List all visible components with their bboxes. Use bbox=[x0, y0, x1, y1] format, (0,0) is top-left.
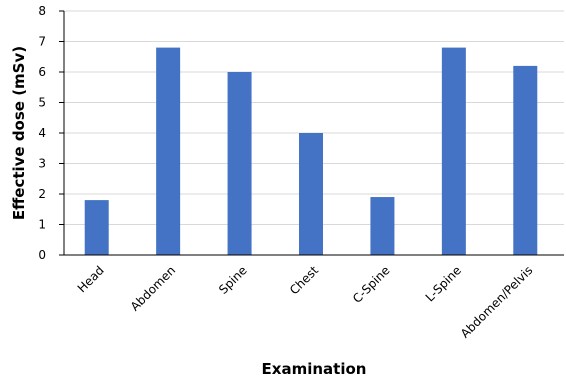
bars bbox=[84, 47, 538, 256]
y-tick-label: 7 bbox=[38, 35, 46, 49]
bar bbox=[513, 65, 538, 256]
x-tick-label: Head bbox=[75, 263, 107, 295]
bar bbox=[441, 47, 466, 255]
bar bbox=[156, 47, 181, 255]
bar bbox=[227, 72, 252, 255]
axes bbox=[59, 10, 564, 256]
y-tick-label: 4 bbox=[38, 126, 46, 140]
x-tick-label: L-Spine bbox=[423, 263, 464, 304]
x-tick-label: Abdomen bbox=[128, 263, 179, 314]
y-tick-label: 1 bbox=[38, 218, 46, 232]
y-tick-label: 2 bbox=[38, 187, 46, 201]
bar bbox=[370, 197, 395, 255]
y-tick-label: 8 bbox=[38, 4, 46, 18]
y-tick-labels: 0 1 2 3 4 5 6 7 8 bbox=[38, 4, 46, 262]
x-tick-label: Chest bbox=[287, 263, 321, 297]
x-tick-label: Abdomen/Pelvis bbox=[458, 263, 536, 341]
x-tick-labels: Head Abdomen Spine Chest C-Spine L-SpineAbdom… bbox=[75, 263, 536, 341]
bar bbox=[299, 133, 323, 255]
bar bbox=[84, 200, 109, 255]
y-tick-label: 0 bbox=[38, 248, 46, 262]
y-tick-label: 5 bbox=[38, 96, 46, 110]
x-axis-title: Examination bbox=[262, 360, 367, 378]
x-tick-label: Spine bbox=[216, 263, 250, 297]
y-tick-label: 3 bbox=[38, 157, 46, 171]
x-tick-label: C-Spine bbox=[350, 263, 393, 306]
y-tick-label: 6 bbox=[38, 65, 46, 79]
y-axis-title: Effective dose (mSv) bbox=[10, 46, 28, 220]
